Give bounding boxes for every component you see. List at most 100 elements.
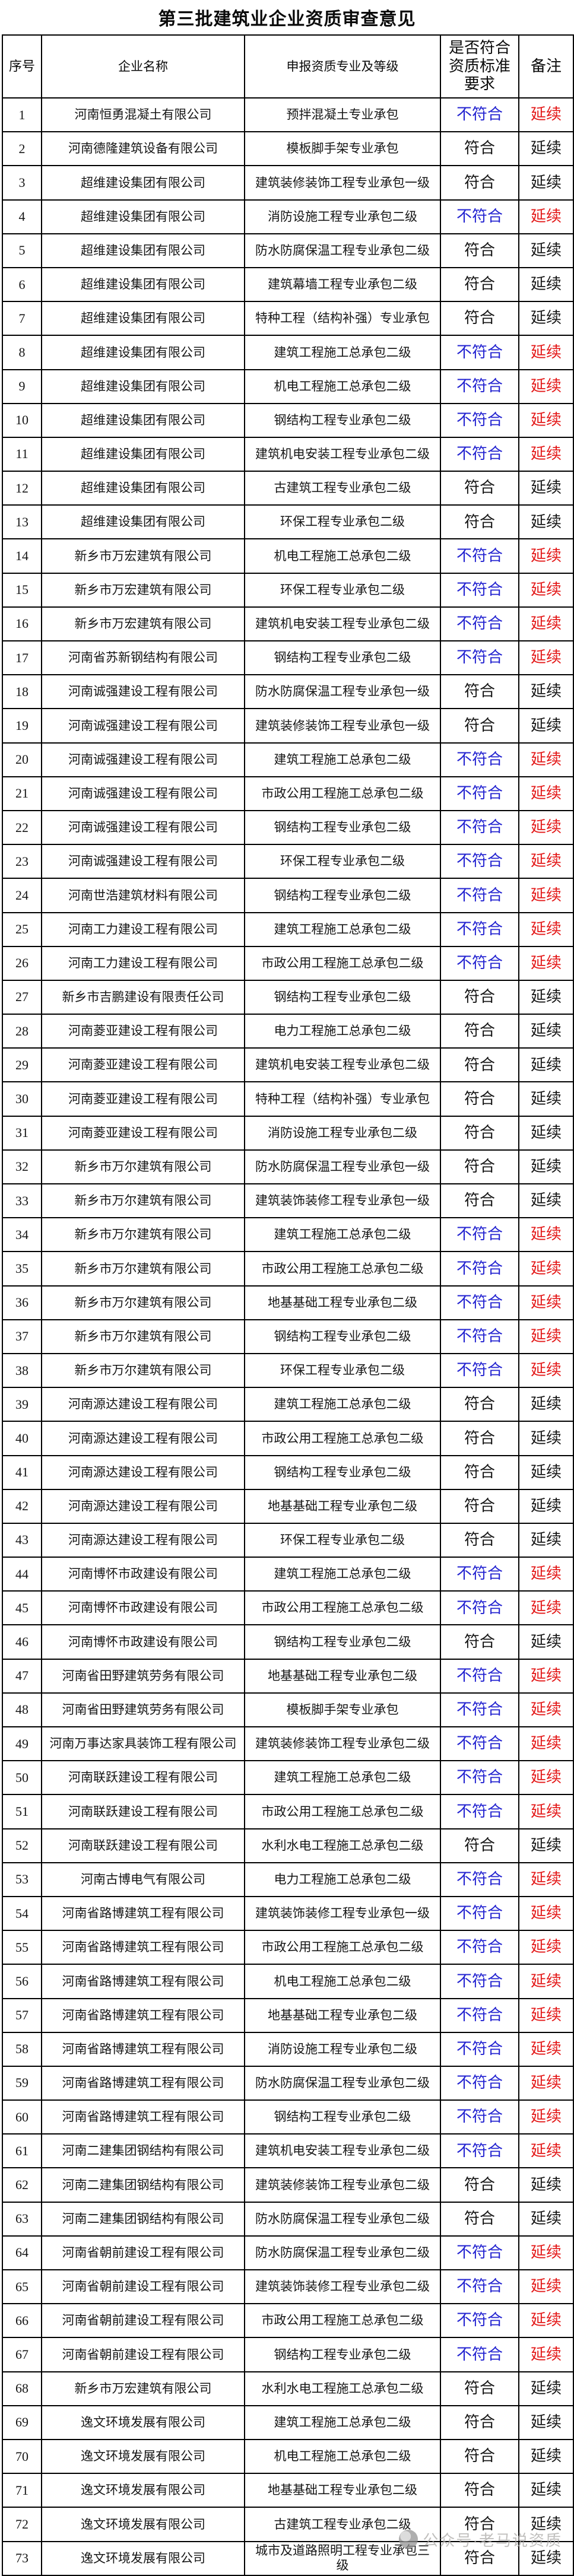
remark-value: 延续 — [530, 1870, 562, 1888]
cell-remark: 延续 — [519, 913, 574, 947]
cell-qualification: 钢结构工程专业承包二级 — [245, 1625, 441, 1660]
table-row: 31 河南菱亚建设工程有限公司 消防设施工程专业承包二级 符合 延续 — [3, 1116, 574, 1151]
qualification-name: 建筑装饰装修工程专业承包一级 — [255, 1906, 430, 1921]
cell-serial-number: 59 — [3, 2066, 42, 2101]
qualification-name: 地基基础工程专业承包二级 — [268, 2483, 417, 2498]
remark-value: 延续 — [530, 1361, 562, 1379]
remark-value: 延续 — [530, 784, 562, 802]
remark-value: 延续 — [530, 513, 562, 531]
qualification-name: 钢结构工程专业承包二级 — [274, 990, 411, 1005]
cell-serial-number: 10 — [3, 404, 42, 438]
compliance-verdict: 不符合 — [456, 2142, 503, 2159]
compliance-verdict: 不符合 — [456, 1327, 503, 1345]
remark-value: 延续 — [530, 580, 562, 598]
compliance-verdict: 不符合 — [456, 886, 503, 904]
cell-remark: 延续 — [519, 2202, 574, 2237]
qualification-name: 地基基础工程专业承包二级 — [268, 1668, 417, 1683]
cell-remark: 延续 — [519, 641, 574, 676]
cell-qualification: 钢结构工程专业承包二级 — [245, 980, 441, 1015]
table-row: 50 河南联跃建设工程有限公司 建筑工程施工总承包二级 不符合 延续 — [3, 1761, 574, 1796]
remark-value: 延续 — [530, 1497, 562, 1514]
cell-remark: 延续 — [519, 2032, 574, 2067]
remark-value: 延续 — [530, 1836, 562, 1854]
cell-remark: 延续 — [519, 1456, 574, 1490]
qualification-name: 建筑装修装饰工程专业承包二级 — [255, 2177, 430, 2192]
table-row: 71 逸文环境发展有限公司 地基基础工程专业承包二级 符合 延续 — [3, 2474, 574, 2508]
cell-serial-number: 5 — [3, 234, 42, 268]
qualification-name: 电力工程施工总承包二级 — [274, 1024, 411, 1038]
compliance-verdict: 符合 — [464, 1836, 495, 1854]
cell-serial-number: 17 — [3, 641, 42, 676]
company-name: 河南菱亚建设工程有限公司 — [68, 1057, 218, 1072]
qualification-name: 建筑工程施工总承包二级 — [274, 345, 411, 360]
cell-company-name: 河南省路博建筑工程有限公司 — [42, 1999, 245, 2033]
remark-value: 延续 — [530, 173, 562, 191]
cell-remark: 延续 — [519, 1829, 574, 1863]
qualification-name: 地基基础工程专业承包二级 — [268, 1295, 417, 1310]
cell-company-name: 新乡市万尔建筑有限公司 — [42, 1320, 245, 1354]
table-row: 46 河南博怀市政建设有限公司 钢结构工程专业承包二级 符合 延续 — [3, 1625, 574, 1660]
compliance-verdict: 符合 — [464, 479, 495, 497]
cell-qualification: 环保工程专业承包二级 — [245, 845, 441, 879]
serial-number: 40 — [15, 1430, 28, 1446]
cell-remark: 延续 — [519, 1999, 574, 2033]
serial-number: 17 — [15, 650, 28, 665]
cell-serial-number: 30 — [3, 1082, 42, 1117]
compliance-verdict: 不符合 — [456, 954, 503, 971]
remark-value: 延续 — [530, 2447, 562, 2465]
cell-company-name: 新乡市吉鹏建设有限责任公司 — [42, 980, 245, 1015]
table-row: 7 超维建设集团有限公司 特种工程（结构补强）专业承包 符合 延续 — [3, 302, 574, 336]
compliance-verdict: 不符合 — [456, 1735, 503, 1752]
cell-compliance-verdict: 不符合 — [441, 946, 519, 981]
cell-remark: 延续 — [519, 946, 574, 981]
cell-qualification: 电力工程施工总承包二级 — [245, 1015, 441, 1049]
compliance-verdict: 符合 — [464, 1463, 495, 1481]
compliance-verdict: 符合 — [464, 988, 495, 1006]
qualification-name: 古建筑工程专业承包二级 — [274, 2517, 411, 2531]
serial-number: 51 — [15, 1803, 28, 1819]
cell-compliance-verdict: 符合 — [441, 1829, 519, 1863]
cell-compliance-verdict: 符合 — [441, 1456, 519, 1490]
compliance-verdict: 符合 — [464, 139, 495, 157]
company-name: 逸文环境发展有限公司 — [81, 2517, 205, 2531]
table-row: 25 河南工力建设工程有限公司 建筑工程施工总承包二级 不符合 延续 — [3, 913, 574, 947]
qualification-name: 机电工程施工总承包二级 — [274, 1974, 411, 1989]
cell-compliance-verdict: 符合 — [441, 2168, 519, 2203]
serial-number: 11 — [15, 446, 28, 462]
cell-qualification: 钢结构工程专业承包二级 — [245, 2101, 441, 2135]
remark-value: 延续 — [530, 1701, 562, 1719]
cell-qualification: 模板脚手架专业承包 — [245, 1693, 441, 1727]
remark-value: 延续 — [530, 1904, 562, 1922]
compliance-verdict: 不符合 — [456, 1972, 503, 1990]
cell-remark: 延续 — [519, 2135, 574, 2169]
remark-value: 延续 — [530, 1565, 562, 1583]
cell-compliance-verdict: 不符合 — [441, 777, 519, 811]
table-row: 51 河南联跃建设工程有限公司 市政公用工程施工总承包二级 不符合 延续 — [3, 1795, 574, 1829]
compliance-verdict: 不符合 — [456, 1361, 503, 1379]
compliance-verdict: 不符合 — [456, 2006, 503, 2024]
table-row: 22 河南诚强建设工程有限公司 钢结构工程专业承包二级 不符合 延续 — [3, 811, 574, 846]
cell-compliance-verdict: 不符合 — [441, 1286, 519, 1320]
serial-number: 58 — [15, 2041, 28, 2057]
cell-serial-number: 57 — [3, 1999, 42, 2033]
cell-qualification: 市政公用工程施工总承包二级 — [245, 1422, 441, 1456]
cell-serial-number: 14 — [3, 539, 42, 574]
serial-number: 6 — [18, 277, 26, 292]
cell-qualification: 环保工程专业承包二级 — [245, 573, 441, 608]
cell-serial-number: 22 — [3, 811, 42, 846]
compliance-verdict: 不符合 — [456, 615, 503, 633]
cell-qualification: 预拌混凝土专业承包 — [245, 99, 441, 133]
cell-compliance-verdict: 符合 — [441, 234, 519, 268]
company-name: 逸文环境发展有限公司 — [81, 2415, 205, 2429]
table-row: 2 河南德隆建筑设备有限公司 模板脚手架专业承包 符合 延续 — [3, 132, 574, 167]
cell-compliance-verdict: 不符合 — [441, 845, 519, 879]
compliance-verdict: 不符合 — [456, 547, 503, 564]
cell-company-name: 超维建设集团有限公司 — [42, 370, 245, 404]
cell-compliance-verdict: 符合 — [441, 1184, 519, 1219]
company-name: 河南博怀市政建设有限公司 — [68, 1567, 218, 1581]
qualification-name: 防水防腐保温工程专业承包二级 — [255, 243, 430, 258]
company-name: 河南工力建设工程有限公司 — [68, 955, 218, 970]
table-row: 32 新乡市万尔建筑有限公司 防水防腐保温工程专业承包一级 符合 延续 — [3, 1150, 574, 1184]
cell-qualification: 环保工程专业承包二级 — [245, 506, 441, 540]
cell-serial-number: 39 — [3, 1388, 42, 1422]
